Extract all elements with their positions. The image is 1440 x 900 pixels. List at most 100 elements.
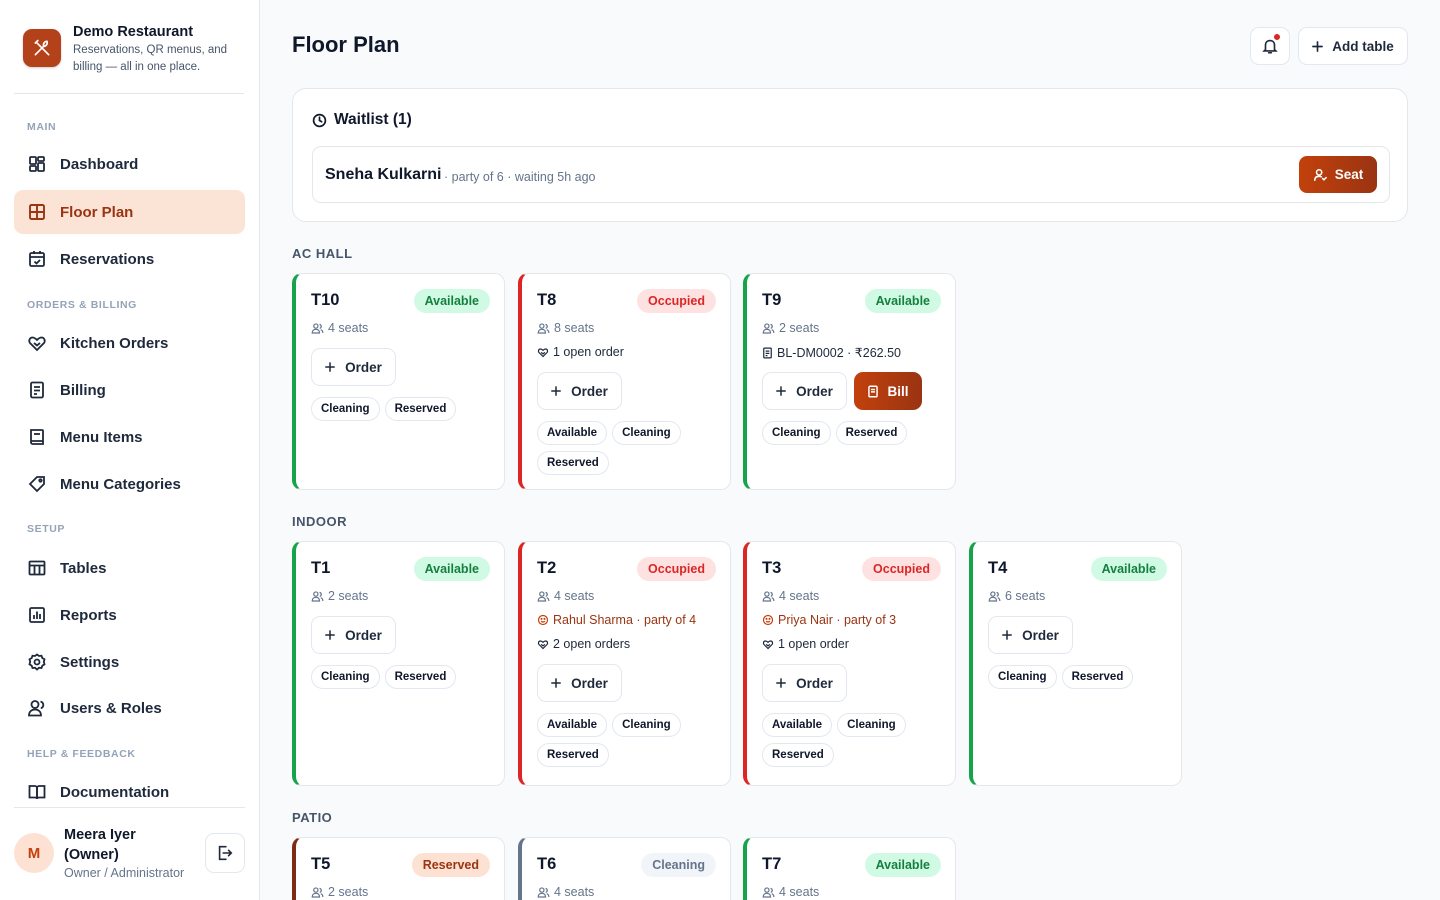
set-status-reserved-button[interactable]: Reserved	[835, 421, 908, 445]
bill-button[interactable]: Bill	[854, 372, 922, 410]
user-role: Owner / Administrator	[64, 866, 185, 880]
set-status-reserved-button[interactable]: Reserved	[537, 451, 609, 475]
order-button[interactable]: Order	[537, 664, 622, 702]
notifications-button[interactable]	[1250, 27, 1290, 65]
seat-label: Seat	[1334, 167, 1364, 182]
seats-count: 6 seats	[1005, 589, 1046, 603]
order-button[interactable]: Order	[762, 664, 847, 702]
seats-info: 6 seats	[988, 589, 1045, 603]
status-badge: Available	[413, 557, 490, 581]
plus-icon	[776, 386, 787, 396]
notification-dot	[1273, 33, 1281, 41]
seats-count: 2 seats	[779, 321, 820, 335]
sidebar: Demo Restaurant Reservations, QR menus, …	[0, 0, 260, 900]
user-profile: M Meera Iyer (Owner) Owner / Administrat…	[14, 807, 245, 900]
status-badge: Available	[413, 289, 490, 313]
nav-label: Billing	[60, 381, 106, 399]
bill-reference: BL-DM0002 · ₹262.50	[777, 346, 901, 360]
status-badge: Available	[1090, 557, 1167, 581]
nav-item-settings[interactable]: Settings	[14, 640, 245, 684]
status-quick-actions: Cleaning Reserved	[762, 421, 947, 445]
set-status-reserved-button[interactable]: Reserved	[537, 743, 609, 767]
seat-button[interactable]: Seat	[1299, 156, 1377, 193]
nav-label: Menu Categories	[60, 475, 181, 493]
open-orders-count: 1 open order	[778, 637, 849, 651]
nav-item-documentation[interactable]: Documentation	[14, 770, 245, 814]
status-badge: Reserved	[411, 853, 490, 877]
nav-item-billing[interactable]: Billing	[14, 368, 245, 412]
seats-info: 8 seats	[537, 321, 594, 335]
plus-icon	[325, 362, 336, 372]
set-status-reserved-button[interactable]: Reserved	[384, 665, 457, 689]
order-button[interactable]: Order	[311, 616, 396, 654]
nav-item-tables[interactable]: Tables	[14, 546, 245, 590]
table-name: T9	[762, 291, 782, 309]
bell-icon	[1262, 39, 1278, 54]
nav-item-menu-items[interactable]: Menu Items	[14, 415, 245, 459]
nav-item-users-roles[interactable]: Users & Roles	[14, 686, 245, 730]
table-icon	[28, 560, 46, 576]
order-button[interactable]: Order	[988, 616, 1073, 654]
nav-item-reports[interactable]: Reports	[14, 593, 245, 637]
table-card-t7: T7 Available 4 seats	[743, 837, 956, 900]
status-badge: Cleaning	[641, 853, 716, 877]
set-status-cleaning-button[interactable]: Cleaning	[988, 665, 1057, 689]
order-label: Order	[571, 383, 608, 399]
set-status-cleaning-button[interactable]: Cleaning	[311, 397, 380, 421]
seats-count: 4 seats	[779, 589, 820, 603]
order-label: Order	[571, 675, 608, 691]
set-status-cleaning-button[interactable]: Cleaning	[762, 421, 831, 445]
seats-count: 2 seats	[328, 589, 369, 603]
table-name: T8	[537, 291, 557, 309]
set-status-cleaning-button[interactable]: Cleaning	[311, 665, 380, 689]
add-table-button[interactable]: Add table	[1298, 27, 1408, 65]
guest-name: Priya Nair · party of 3	[778, 613, 897, 627]
guests-icon	[988, 590, 1001, 602]
open-orders-count: 1 open order	[553, 345, 624, 359]
set-status-cleaning-button[interactable]: Cleaning	[612, 713, 681, 737]
guests-icon	[311, 322, 324, 334]
nav-item-kitchen-orders[interactable]: Kitchen Orders	[14, 321, 245, 365]
nav-item-dashboard[interactable]: Dashboard	[14, 142, 245, 186]
set-status-reserved-button[interactable]: Reserved	[762, 743, 834, 767]
table-card-t4: T4 Available 6 seats Order Cleaning Reserved	[969, 541, 1182, 786]
set-status-available-button[interactable]: Available	[537, 713, 608, 737]
guests-icon	[537, 886, 550, 898]
set-status-available-button[interactable]: Available	[762, 713, 833, 737]
set-status-reserved-button[interactable]: Reserved	[1061, 665, 1134, 689]
open-orders-info: 1 open order	[762, 637, 849, 651]
set-status-cleaning-button[interactable]: Cleaning	[612, 421, 681, 445]
status-quick-actions: Cleaning Reserved	[988, 665, 1173, 689]
add-table-label: Add table	[1332, 38, 1394, 54]
section-label-main: MAIN	[27, 121, 57, 133]
seats-count: 8 seats	[554, 321, 595, 335]
set-status-cleaning-button[interactable]: Cleaning	[837, 713, 906, 737]
order-icon	[537, 640, 549, 650]
open-orders-count: 2 open orders	[553, 637, 631, 651]
seats-count: 4 seats	[554, 885, 595, 899]
gear-icon	[28, 653, 46, 671]
order-button[interactable]: Order	[762, 372, 847, 410]
page-title: Floor Plan	[292, 32, 400, 57]
section-label-setup: SETUP	[27, 523, 66, 535]
waitlist-title-text: Waitlist (1)	[334, 111, 412, 128]
docs-icon	[28, 785, 46, 800]
nav-item-floor-plan[interactable]: Floor Plan	[14, 190, 245, 234]
set-status-reserved-button[interactable]: Reserved	[384, 397, 457, 421]
seats-count: 4 seats	[554, 589, 595, 603]
set-status-available-button[interactable]: Available	[537, 421, 608, 445]
nav-item-reservations[interactable]: Reservations	[14, 237, 245, 281]
order-button[interactable]: Order	[537, 372, 622, 410]
plus-icon	[551, 386, 562, 396]
floor-plan-icon	[29, 204, 45, 220]
status-badge: Occupied	[637, 557, 716, 581]
nav-item-menu-categories[interactable]: Menu Categories	[14, 462, 245, 506]
nav-label: Settings	[60, 653, 120, 671]
bill-info: BL-DM0002 · ₹262.50	[762, 345, 901, 360]
seats-info: 4 seats	[762, 885, 819, 899]
logout-button[interactable]	[205, 833, 245, 873]
waitlist-panel: Waitlist (1) Sneha Kulkarni · party of 6…	[292, 88, 1408, 222]
status-badge: Occupied	[862, 557, 941, 581]
order-button[interactable]: Order	[311, 348, 396, 386]
logout-icon	[218, 845, 233, 861]
